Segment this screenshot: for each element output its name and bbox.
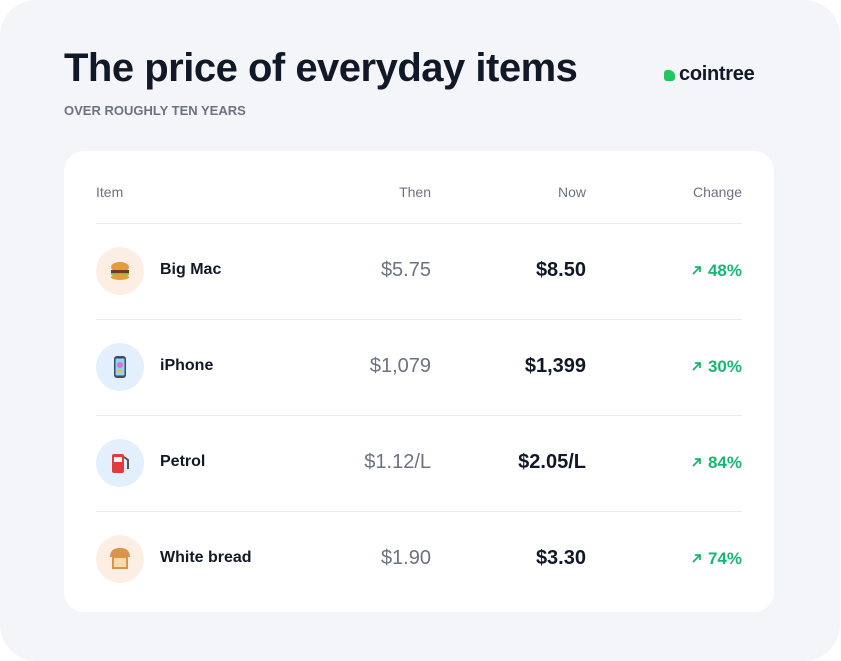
then-price: $1.12/L xyxy=(364,451,431,473)
row-separator xyxy=(96,319,742,320)
change: 48% xyxy=(692,261,742,281)
change: 84% xyxy=(692,453,742,473)
item-name: Petrol xyxy=(160,453,206,470)
then-price: $5.75 xyxy=(380,259,431,281)
column-header: Item xyxy=(96,184,124,200)
row-separator xyxy=(96,511,742,512)
now-price: $3.30 xyxy=(535,547,586,569)
row-separator xyxy=(96,223,742,224)
item-name: iPhone xyxy=(160,357,214,374)
row-separator xyxy=(96,415,742,416)
title: The price of everyday items xyxy=(64,46,578,90)
then-price: $1,079 xyxy=(369,355,431,377)
change: 74% xyxy=(692,549,742,569)
now-price: $8.50 xyxy=(535,259,586,281)
table-card xyxy=(64,151,774,612)
item-name: White bread xyxy=(160,549,252,566)
up-arrow xyxy=(692,266,701,275)
change: 30% xyxy=(692,357,742,377)
up-arrow xyxy=(692,458,701,467)
column-header: Change xyxy=(692,184,742,200)
now-price: $2.05/L xyxy=(518,451,586,473)
up-arrow xyxy=(692,362,701,371)
item-name: Big Mac xyxy=(160,261,222,278)
up-arrow xyxy=(692,554,701,563)
brand: cointree xyxy=(679,63,755,85)
column-header: Now xyxy=(557,184,586,200)
item-icon xyxy=(96,343,144,391)
then-price: $1.90 xyxy=(380,547,431,569)
now-price: $1,399 xyxy=(524,355,586,377)
subtitle: OVER ROUGHLY TEN YEARS xyxy=(64,103,246,118)
item-icon xyxy=(96,535,144,583)
brand-mark xyxy=(664,70,675,81)
column-header: Then xyxy=(399,184,431,200)
item-icon xyxy=(96,247,144,295)
item-icon xyxy=(96,439,144,487)
